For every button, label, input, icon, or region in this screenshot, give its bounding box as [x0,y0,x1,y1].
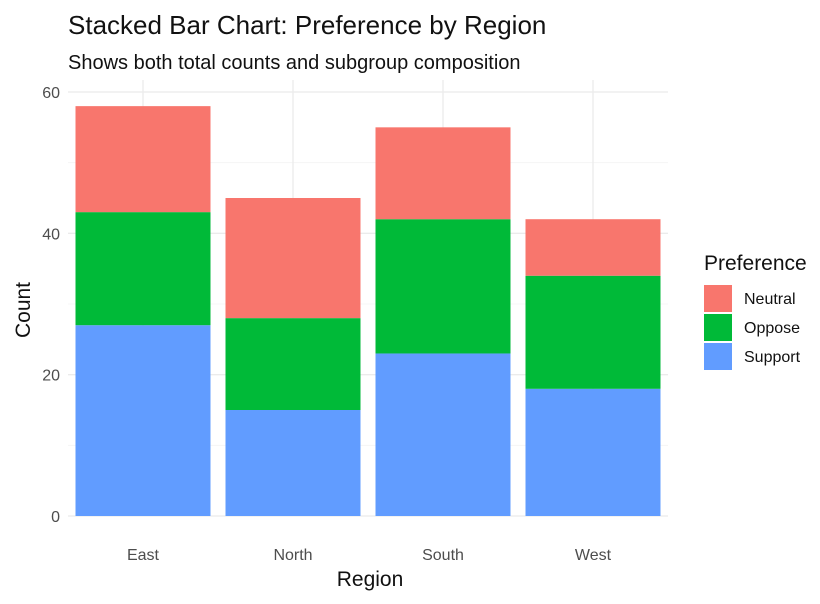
bar-west-oppose [525,275,661,389]
bar-south-support [375,353,511,516]
x-tick-label: East [127,547,160,564]
bar-south-oppose [375,219,511,354]
y-tick-label: 60 [42,85,60,102]
chart-subtitle: Shows both total counts and subgroup com… [68,52,521,74]
x-tick-label: West [575,547,612,564]
bar-west-neutral [525,219,661,276]
legend-title: Preference [704,252,807,275]
legend-label-support: Support [744,349,801,366]
bar-east-support [75,325,211,516]
x-axis-title: Region [337,568,404,591]
y-axis-ticks: 0 20 40 60 [42,85,60,526]
legend-swatch-oppose [704,314,732,341]
bar-north-oppose [225,318,361,410]
bar-north-neutral [225,198,361,319]
y-tick-label: 40 [42,226,60,243]
bar-south-neutral [375,127,511,220]
legend: Preference Neutral Oppose Support [704,252,807,370]
y-axis-title: Count [12,282,35,338]
bar-north-support [225,410,361,516]
bar-west-support [525,388,661,516]
bar-east-oppose [75,212,211,326]
x-axis-ticks: East North South West [127,547,612,564]
x-tick-label: North [273,547,312,564]
legend-swatch-support [704,343,732,370]
bar-east-neutral [75,106,211,213]
legend-label-oppose: Oppose [744,320,800,337]
y-tick-label: 0 [51,509,60,526]
legend-label-neutral: Neutral [744,291,796,308]
x-tick-label: South [422,547,464,564]
y-tick-label: 20 [42,368,60,385]
legend-swatch-neutral [704,285,732,312]
chart-title: Stacked Bar Chart: Preference by Region [68,10,546,40]
bars [75,106,661,516]
